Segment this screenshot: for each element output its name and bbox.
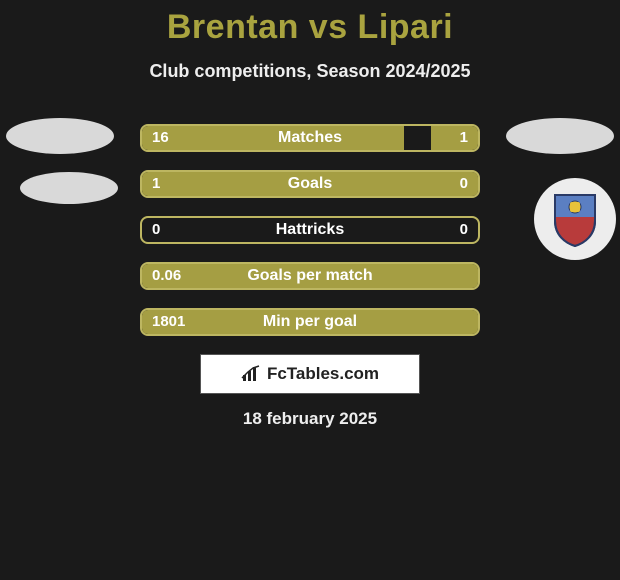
stat-label: Goals per match [142,264,478,288]
stat-value-right: 1 [460,126,468,150]
stat-label: Goals [142,172,478,196]
player-left-avatar [6,118,114,154]
stats-block: 16 Matches 1 1 Goals 0 0 Hattricks 0 0.0… [140,124,480,354]
stat-row: 16 Matches 1 [140,124,480,152]
stat-row: 0 Hattricks 0 [140,216,480,244]
team-right-crest [534,178,616,260]
avatar-ellipse-icon [20,172,118,204]
stat-row: 0.06 Goals per match [140,262,480,290]
stat-label: Min per goal [142,310,478,334]
brand-text: FcTables.com [267,364,379,384]
stat-label: Matches [142,126,478,150]
avatar-ellipse-icon [506,118,614,154]
team-left-avatar [20,172,118,204]
stat-value-right: 0 [460,172,468,196]
shield-crest-icon [552,191,598,247]
brand-link[interactable]: FcTables.com [200,354,420,394]
stat-value-right: 0 [460,218,468,242]
stat-label: Hattricks [142,218,478,242]
footer-date: 18 february 2025 [0,409,620,429]
stat-row: 1 Goals 0 [140,170,480,198]
page-subtitle: Club competitions, Season 2024/2025 [0,61,620,82]
page-title: Brentan vs Lipari [0,0,620,47]
crest-circle [534,178,616,260]
bar-chart-icon [241,365,261,383]
avatar-ellipse-icon [6,118,114,154]
player-right-avatar [506,118,614,154]
stat-row: 1801 Min per goal [140,308,480,336]
